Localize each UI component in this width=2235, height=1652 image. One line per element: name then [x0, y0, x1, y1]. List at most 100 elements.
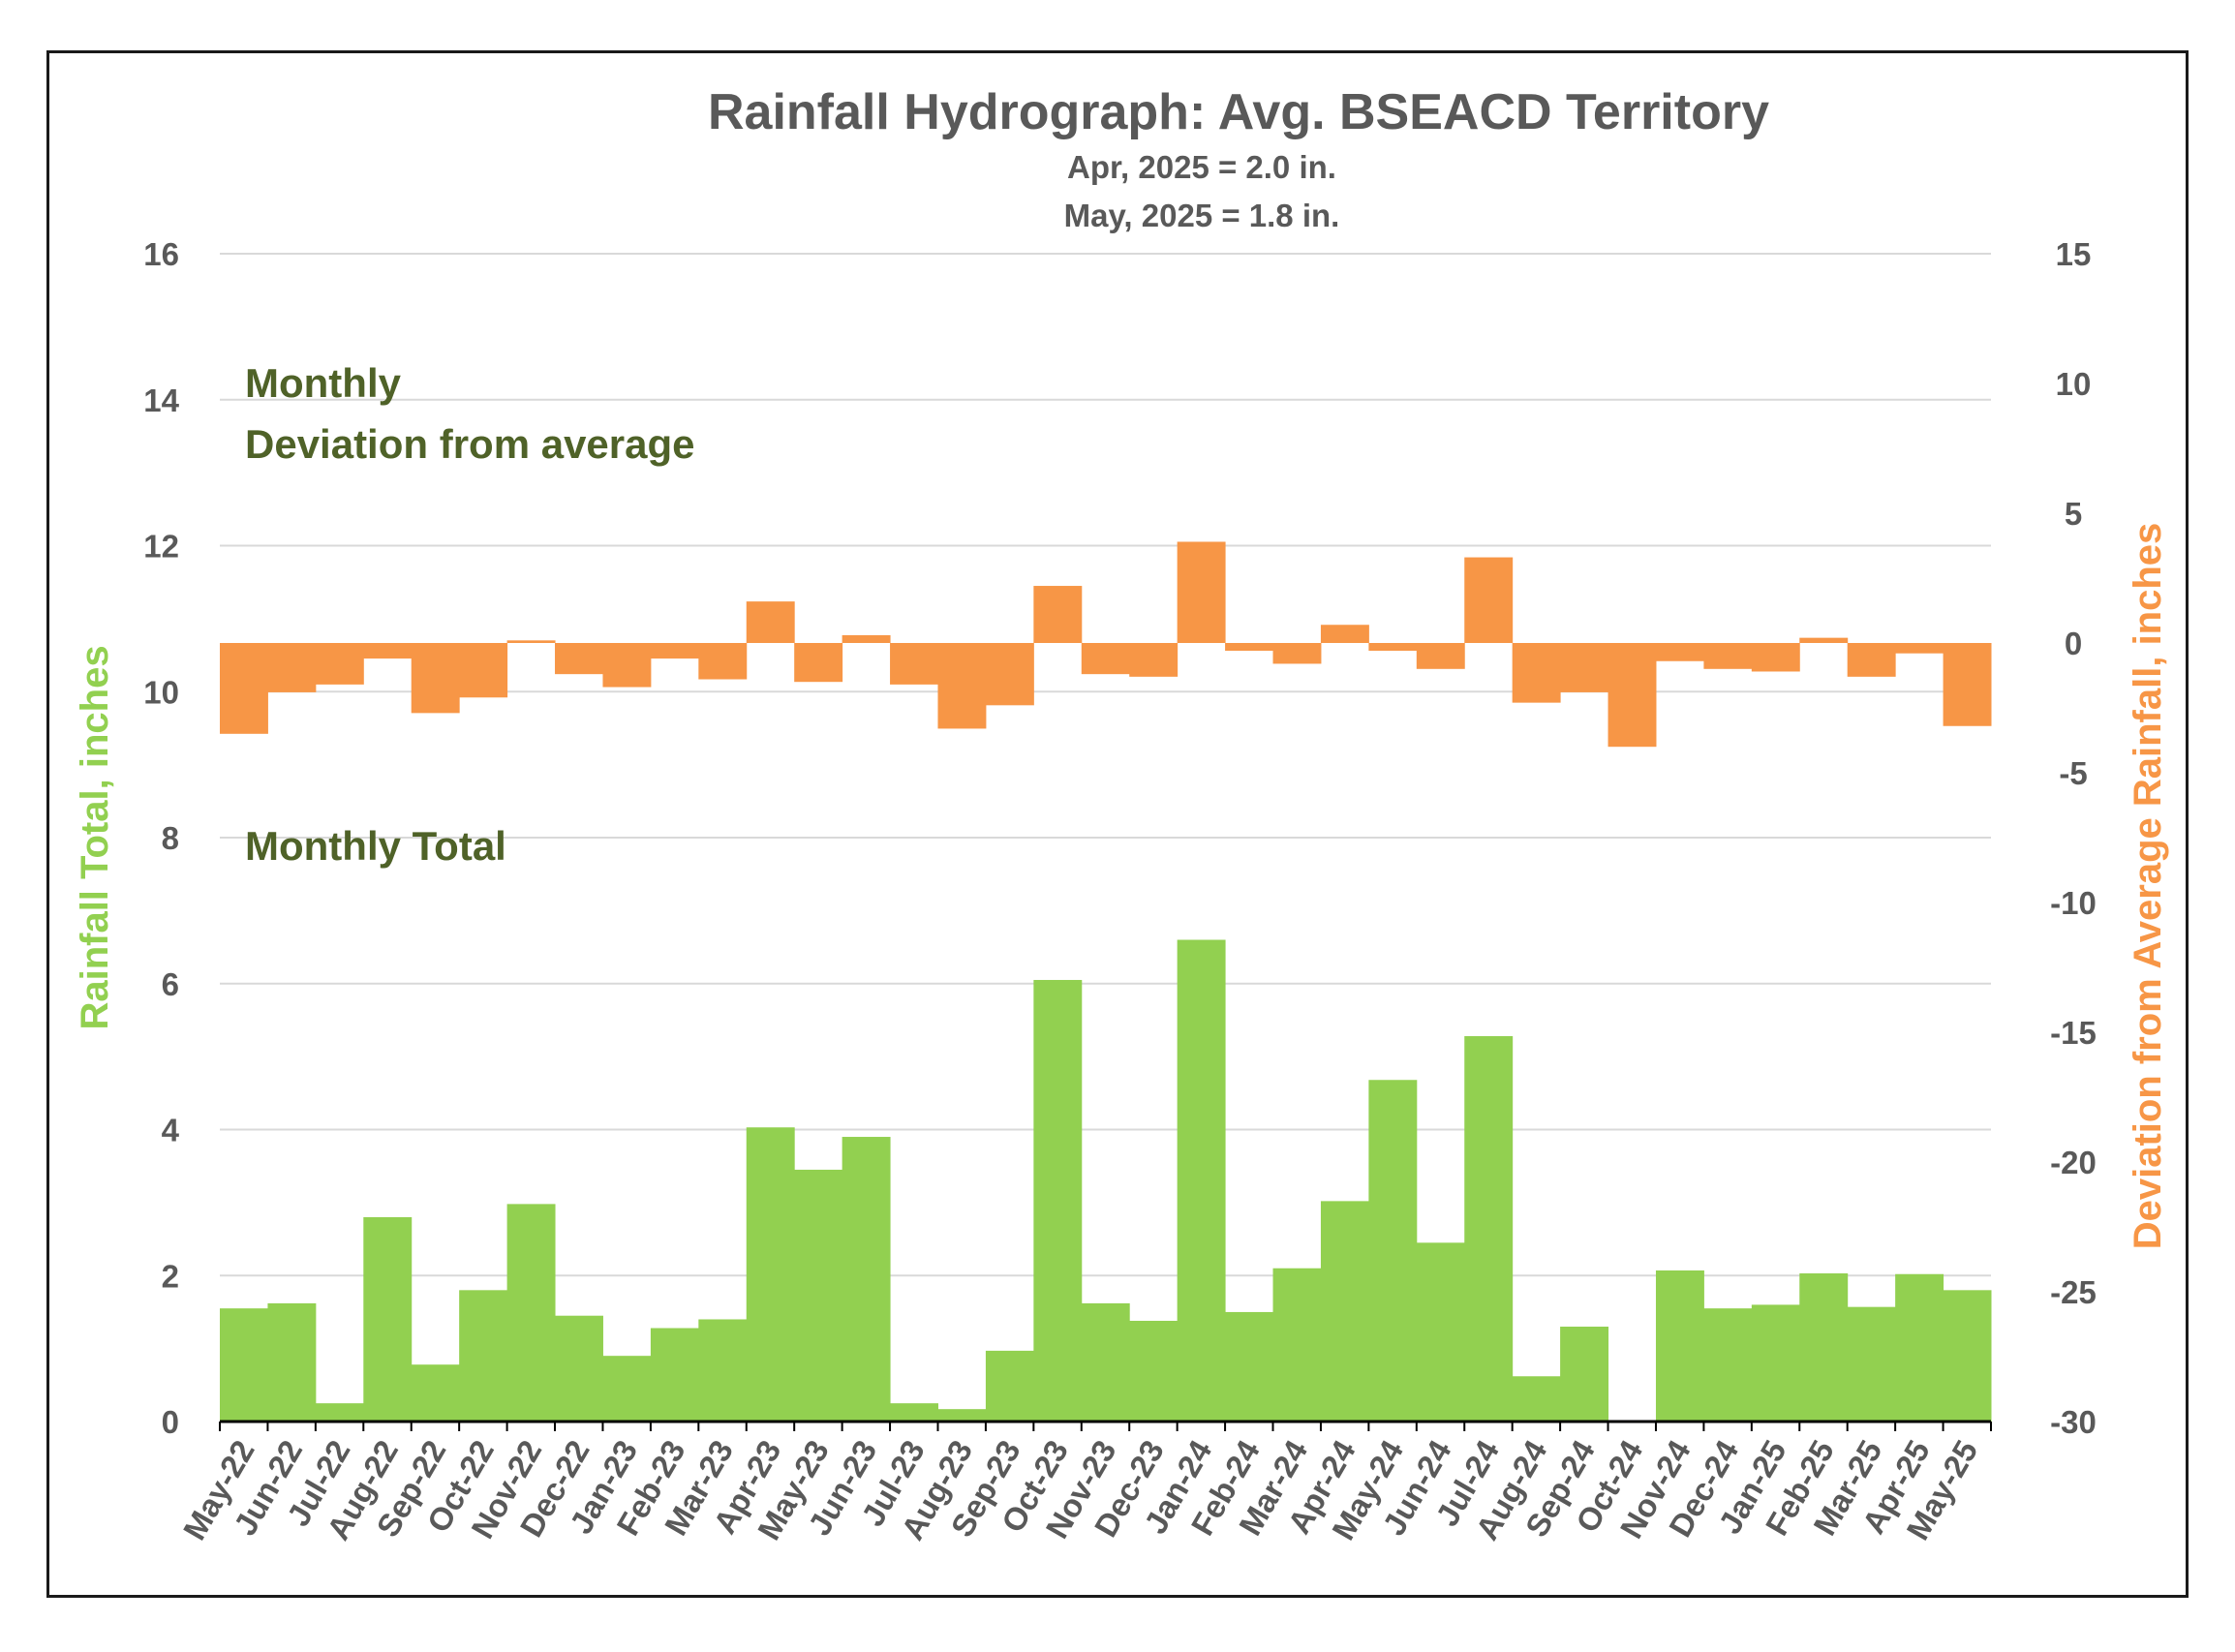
y-left-tick-label: 0: [162, 1404, 179, 1440]
total-bar: [267, 1302, 317, 1422]
deviation-bar: [1847, 643, 1896, 677]
total-bar: [1368, 1080, 1418, 1422]
total-bar: [1751, 1304, 1800, 1422]
deviation-bar: [1081, 643, 1130, 675]
total-bar: [1177, 939, 1226, 1422]
y-left-tick-label: 14: [143, 382, 179, 418]
total-bar: [1847, 1306, 1896, 1422]
y-right-tick-label: -10: [2050, 885, 2097, 921]
deviation-bar: [459, 643, 508, 698]
total-bar: [1703, 1308, 1753, 1422]
deviation-bar: [985, 643, 1034, 706]
deviation-bar: [1512, 643, 1561, 703]
total-bar: [746, 1127, 795, 1422]
total-bar: [1081, 1302, 1130, 1422]
chart-title: Rainfall Hydrograph: Avg. BSEACD Territo…: [708, 84, 1769, 140]
deviation-bar: [1177, 541, 1226, 643]
deviation-bar: [1560, 643, 1609, 692]
y-right-tick-label: 0: [2065, 626, 2082, 661]
deviation-bar: [1607, 643, 1657, 748]
total-bar: [411, 1364, 460, 1422]
total-bar: [1943, 1290, 1992, 1422]
total-bar: [1799, 1272, 1849, 1422]
deviation-bar: [363, 643, 413, 659]
y-right-tick-label: -5: [2059, 755, 2087, 791]
deviation-bar: [1368, 643, 1418, 652]
deviation-bar: [602, 643, 652, 688]
y-left-axis-label: Rainfall Total, inches: [74, 645, 116, 1029]
total-bar: [890, 1403, 938, 1422]
rainfall-chart: Rainfall Hydrograph: Avg. BSEACD Territo…: [74, 84, 2169, 1545]
y-right-axis-label: Deviation from Average Rainfall, inches: [2127, 523, 2169, 1250]
y-right-tick-label: -30: [2050, 1404, 2097, 1440]
y-left-tick-label: 10: [143, 674, 179, 710]
total-bar: [459, 1290, 508, 1422]
deviation-bar: [411, 643, 460, 714]
deviation-bar: [794, 643, 843, 683]
chart-subtitle-line: Apr, 2025 = 2.0 in.: [1067, 149, 1336, 185]
deviation-bar: [315, 643, 364, 685]
deviation-bar: [746, 601, 795, 643]
total-annotation: Monthly Total: [245, 823, 506, 869]
y-left-tick-label: 2: [162, 1258, 179, 1294]
y-left-tick-label: 8: [162, 820, 179, 856]
total-bar: [1129, 1320, 1179, 1422]
deviation-annotation: Deviation from average: [245, 421, 695, 467]
deviation-bar: [1225, 643, 1274, 652]
deviation-bar: [1799, 637, 1849, 643]
deviation-bar: [1129, 643, 1179, 677]
total-bar: [1895, 1273, 1944, 1422]
deviation-bar: [1703, 643, 1753, 669]
y-right-tick-label: -20: [2050, 1145, 2097, 1180]
total-bar: [506, 1204, 556, 1422]
deviation-bar: [1751, 643, 1800, 672]
total-bar: [1655, 1270, 1704, 1422]
deviation-bar: [890, 643, 938, 685]
total-bar: [794, 1169, 843, 1422]
y-right-tick-label: -15: [2050, 1015, 2097, 1051]
total-bar: [985, 1350, 1034, 1422]
chart-frame: Rainfall Hydrograph: Avg. BSEACD Territo…: [46, 50, 2189, 1598]
deviation-bar: [1272, 643, 1322, 664]
total-bar: [602, 1356, 652, 1422]
total-bar: [1416, 1242, 1465, 1422]
total-bar: [363, 1216, 413, 1422]
y-left-tick-label: 6: [162, 966, 179, 1002]
deviation-bar: [267, 643, 317, 692]
deviation-bar: [506, 640, 556, 643]
total-bar: [1512, 1376, 1561, 1422]
deviation-bar: [1655, 643, 1704, 661]
total-bar: [555, 1315, 603, 1422]
y-right-tick-label: 15: [2056, 236, 2092, 272]
total-bar: [1272, 1268, 1322, 1422]
y-right-tick-label: 10: [2056, 366, 2092, 402]
y-right-tick-label: -25: [2050, 1274, 2097, 1310]
deviation-bar: [1033, 586, 1083, 643]
deviation-bar: [555, 643, 603, 675]
total-bar: [1560, 1327, 1609, 1422]
total-bar: [220, 1308, 268, 1422]
total-bar: [1225, 1311, 1274, 1422]
deviation-bar: [650, 643, 699, 659]
total-bar: [650, 1328, 699, 1422]
deviation-bar: [1416, 643, 1465, 669]
deviation-annotation: Monthly: [245, 360, 402, 406]
total-bar: [698, 1319, 748, 1422]
total-bar: [842, 1137, 891, 1422]
deviation-bar: [1464, 557, 1514, 643]
y-left-tick-label: 4: [162, 1113, 180, 1148]
deviation-bar: [1895, 643, 1944, 654]
chart-subtitle-line: May, 2025 = 1.8 in.: [1064, 198, 1340, 233]
total-bar: [937, 1409, 987, 1422]
y-left-tick-label: 12: [143, 529, 179, 565]
y-right-tick-label: 5: [2065, 496, 2082, 532]
deviation-bar: [698, 643, 748, 680]
deviation-bar: [842, 634, 891, 643]
deviation-bar: [220, 643, 268, 734]
y-left-tick-label: 16: [143, 236, 179, 272]
total-bar: [1033, 979, 1083, 1422]
total-bar: [1320, 1201, 1369, 1422]
deviation-bar: [1943, 643, 1992, 726]
deviation-bar: [937, 643, 987, 729]
total-bar: [315, 1403, 364, 1422]
